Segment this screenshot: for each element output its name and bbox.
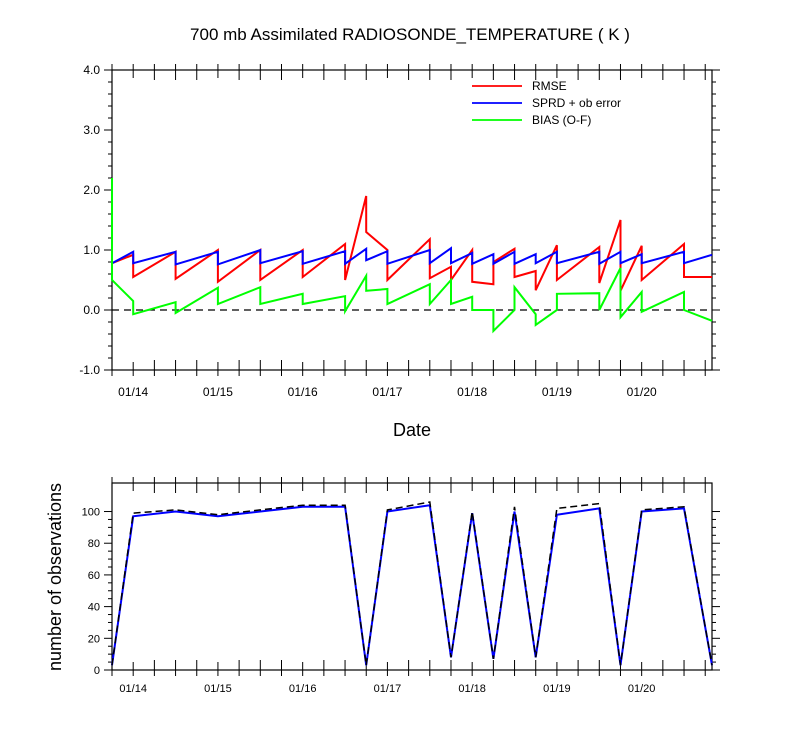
- legend-label: RMSE: [532, 79, 567, 93]
- chart-title: 700 mb Assimilated RADIOSONDE_TEMPERATUR…: [190, 25, 630, 44]
- y-tick-label: 3.0: [83, 123, 100, 137]
- y-tick-label: 0: [94, 665, 100, 677]
- x-tick-label: 01/19: [542, 385, 572, 399]
- plot-frame: [111, 69, 713, 371]
- top-plot: -1.0 0.0 1.0 2.0 3.0 4.0 01/14 01/15 01/16 01/17 0…: [79, 63, 720, 399]
- y-tick-label: 4.0: [83, 63, 100, 77]
- x-tick-label: 01/17: [372, 385, 402, 399]
- x-tick-label: 01/15: [204, 683, 232, 695]
- x-tick-label: 01/15: [203, 385, 233, 399]
- y-axis-label-observations: number of observations: [45, 483, 65, 671]
- x-tick-label: 01/20: [627, 385, 657, 399]
- x-tick-label: 01/18: [457, 385, 487, 399]
- legend-label: SPRD + ob error: [532, 96, 621, 110]
- y-tick-label: 100: [82, 507, 100, 519]
- series-line-rmse: [111, 195, 712, 292]
- x-tick-label: 01/17: [374, 683, 402, 695]
- x-tick-label: 01/14: [118, 385, 148, 399]
- legend-label: BIAS (O-F): [532, 113, 591, 127]
- y-tick-label: 2.0: [83, 183, 100, 197]
- series-line-observations-solid: [111, 504, 713, 666]
- series-line-observations-dashed: [111, 501, 713, 666]
- x-tick-label: 01/18: [458, 683, 486, 695]
- x-tick-label: 01/14: [119, 683, 147, 695]
- y-tick-label: 0.0: [83, 303, 100, 317]
- x-tick-label: 01/16: [288, 385, 318, 399]
- y-tick-label: 80: [88, 538, 100, 550]
- series-line-sprd-ob-error: [111, 246, 713, 266]
- y-tick-label: 60: [88, 570, 100, 582]
- x-axis-label: Date: [393, 420, 431, 440]
- y-tick-label: -1.0: [79, 363, 100, 377]
- plot-frame: [111, 482, 713, 671]
- x-tick-label: 01/16: [289, 683, 317, 695]
- y-tick-label: 40: [88, 602, 100, 614]
- series-line-bias-o-f-: [111, 178, 713, 334]
- x-tick-label: 01/19: [543, 683, 571, 695]
- bottom-plot: 0 20 40 60 80 100 01/14 01/15 01/16 01/17 01/18 01/…: [82, 477, 720, 695]
- y-tick-label: 1.0: [83, 243, 100, 257]
- y-tick-label: 20: [88, 633, 100, 645]
- x-tick-label: 01/20: [628, 683, 656, 695]
